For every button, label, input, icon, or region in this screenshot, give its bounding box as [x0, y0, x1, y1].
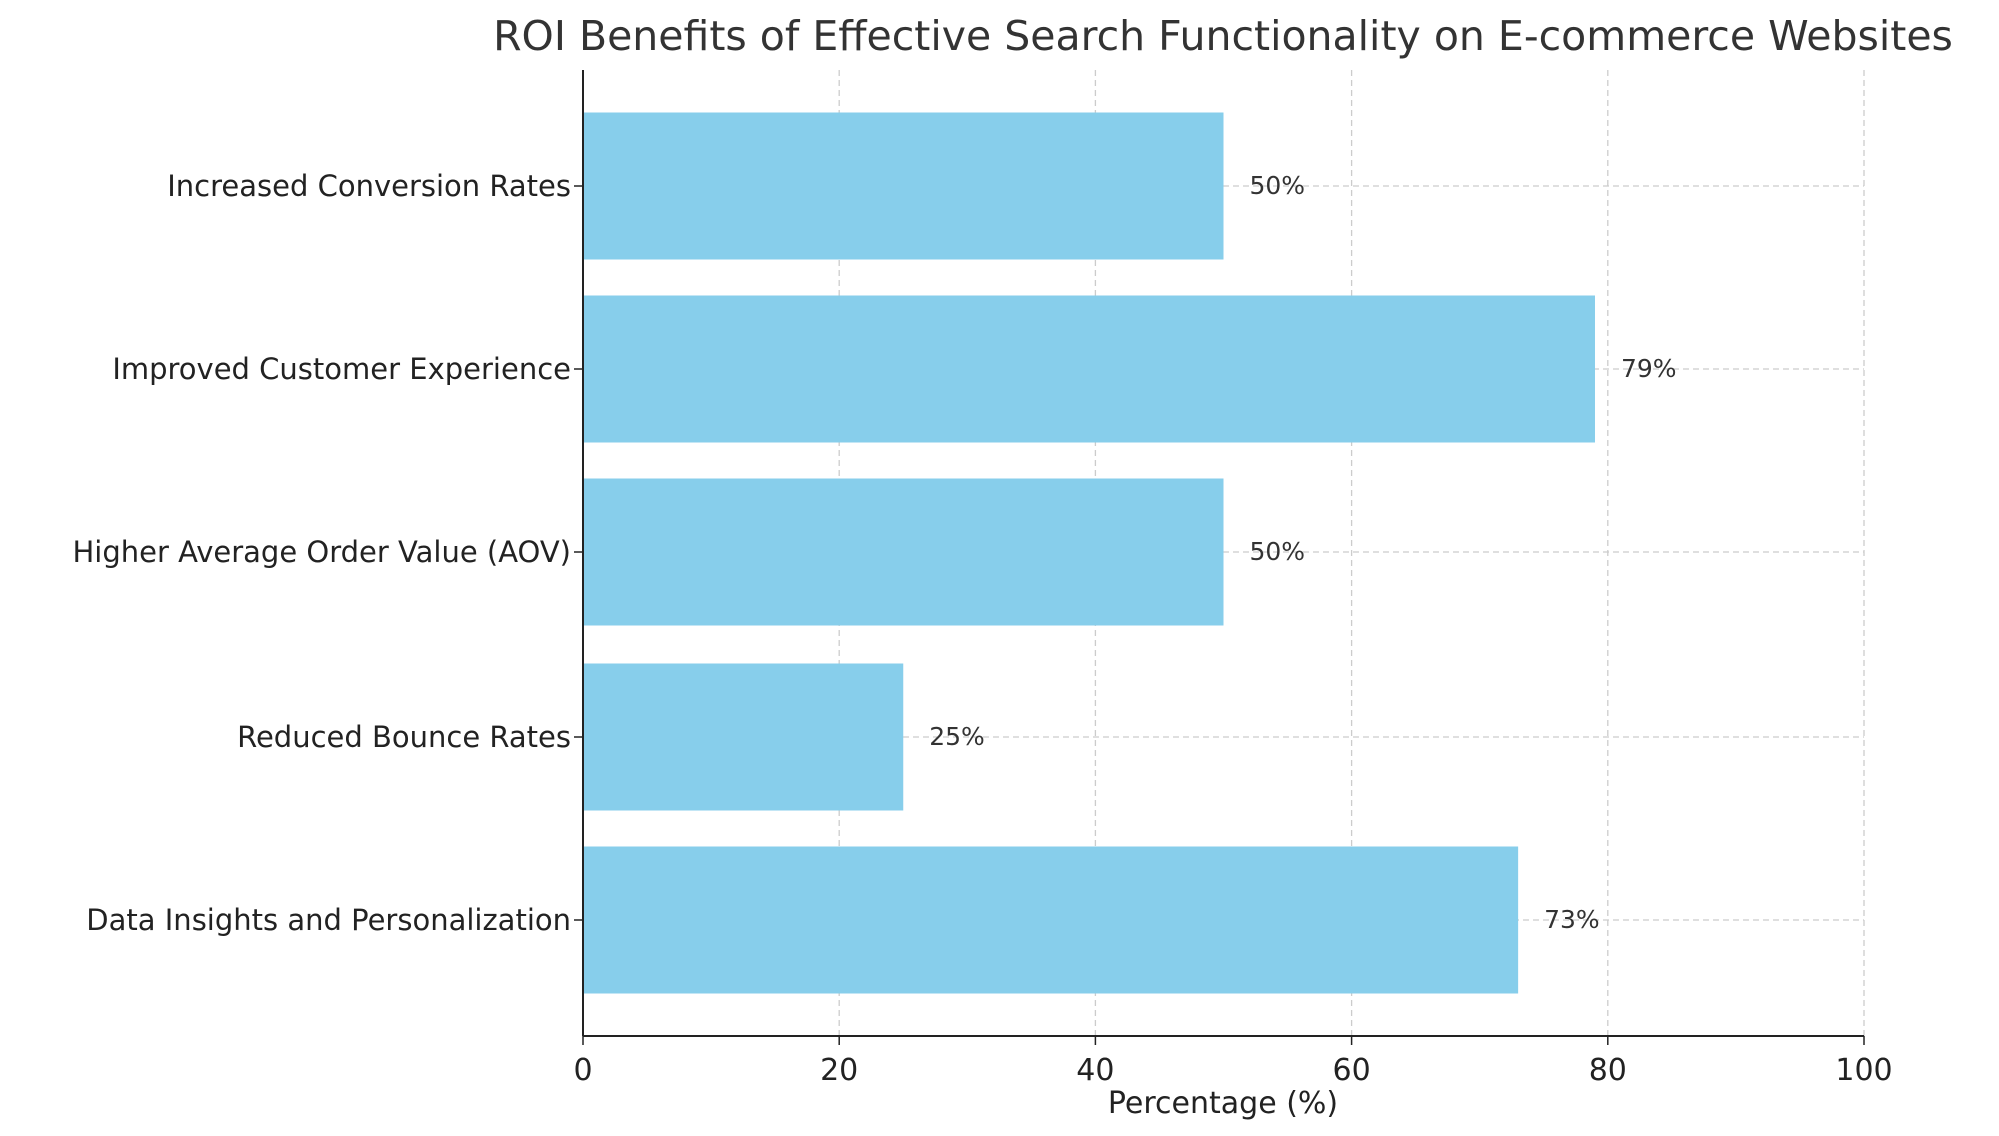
y-tick-label: Increased Conversion Rates [167, 169, 571, 203]
y-tick-label: Improved Customer Experience [112, 352, 571, 386]
bar [583, 478, 1224, 626]
y-tick-label: Data Insights and Personalization [86, 903, 571, 937]
y-tick-label: Reduced Bounce Rates [237, 720, 571, 754]
bars: 50% 79% 50% 25% 73% [583, 112, 1677, 994]
x-axis-label: Percentage (%) [1108, 1086, 1338, 1121]
data-label: 25% [929, 722, 985, 751]
x-tick-label: 60 [1333, 1053, 1371, 1088]
axes: 0 20 40 60 80 100 Increased Conversion Rates Im… [72, 70, 1893, 1088]
data-label: 50% [1250, 171, 1306, 200]
x-tick-label: 100 [1835, 1053, 1892, 1088]
bar [583, 663, 904, 811]
data-label: 50% [1250, 537, 1306, 566]
y-tick-label: Higher Average Order Value (AOV) [72, 535, 571, 569]
bar [583, 112, 1224, 260]
x-tick-label: 0 [573, 1053, 592, 1088]
bar [583, 295, 1595, 443]
chart-title: ROI Benefits of Effective Search Functio… [493, 12, 1953, 60]
data-label: 73% [1544, 905, 1600, 934]
x-tick-label: 40 [1076, 1053, 1114, 1088]
bar [583, 846, 1519, 994]
data-label: 79% [1621, 354, 1677, 383]
x-tick-label: 80 [1589, 1053, 1627, 1088]
x-tick-label: 20 [820, 1053, 858, 1088]
